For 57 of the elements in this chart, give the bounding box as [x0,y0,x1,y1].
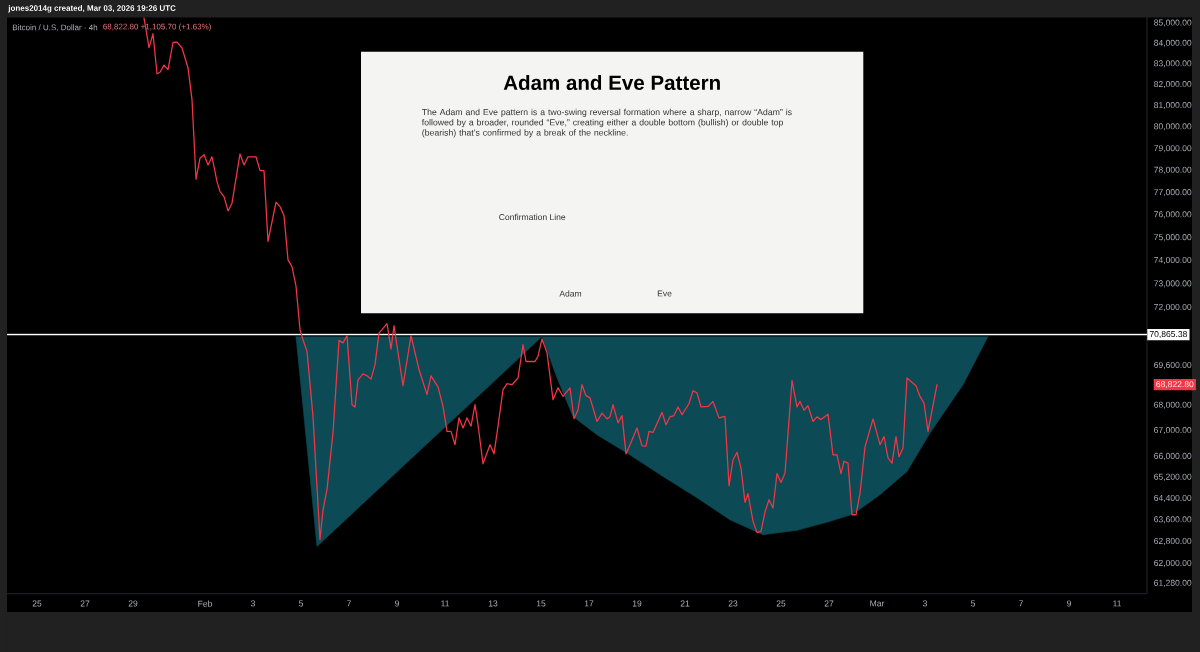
x-tick-label: 25 [32,600,42,607]
text: jones2014g created, Mar 03, 2026 19:26 UTC [8,5,176,13]
y-tick-label: 63,600.00 [1154,516,1192,524]
y-tick-label: 62,000.00 [1154,559,1192,567]
x-tick-label: 3 [922,600,927,607]
y-tick-label: 85,000.00 [1154,19,1192,27]
annotation: Adam [559,290,582,297]
ref-line-label: 70,865.38 [1149,331,1187,339]
text: Adam and Eve Pattern [503,74,720,91]
x-tick-label: 17 [584,600,594,607]
y-tick-label: 84,000.00 [1154,39,1192,47]
y-tick-label: 78,000.00 [1154,166,1192,174]
y-tick-label: 67,000.00 [1154,427,1192,435]
y-tick-label: 69,600.00 [1154,361,1192,369]
x-tick-label: 5 [298,600,304,607]
y-tick-label: 73,000.00 [1154,280,1192,288]
y-tick-label: 79,000.00 [1154,145,1192,153]
y-tick-label: 65,200.00 [1154,473,1192,481]
y-tick-label: 74,000.00 [1154,256,1192,264]
y-tick-label: 72,000.00 [1154,303,1192,311]
x-tick-label: Feb [198,600,213,607]
y-tick-label: 82,000.00 [1154,81,1192,89]
y-tick-label: 61,280.00 [1154,579,1192,587]
x-tick-label: 19 [632,600,642,607]
y-tick-label: 62,800.00 [1154,537,1192,545]
y-tick-label: 68,822.80 [1156,381,1194,389]
x-tick-label: 7 [347,600,351,607]
x-tick-label: Mar [870,600,885,607]
x-tick-label: 13 [488,600,498,607]
x-tick-label: 29 [128,600,138,607]
y-tick-label: 80,000.00 [1154,123,1192,131]
x-tick-label: 3 [250,600,256,607]
x-tick-label: 25 [776,600,786,607]
x-tick-label: 27 [824,600,834,607]
y-tick-label: 76,000.00 [1154,211,1192,219]
text: The Adam and Eve pattern is a two-swing reversal formation where a sharp, narrow “Adam” is followed by a broader, rounded “Eve,” creating either a double bottom (bullish) or double top (bearish) that’s confirmed by a break of the neckline. [421,108,792,138]
y-tick-label: 75,000.00 [1154,234,1192,242]
annotation: Confirmation Line [499,213,566,221]
x-tick-label: 27 [80,600,90,607]
x-tick-label: 9 [1067,600,1071,607]
y-tick-label: 64,400.00 [1154,494,1192,502]
text: Bitcoin / U.S. Dollar · 4h [12,24,98,31]
y-tick-label: 68,000.00 [1154,401,1192,409]
y-tick-label: 66,000.00 [1154,452,1192,460]
y-tick-label: 83,000.00 [1154,60,1192,68]
y-tick-label: 81,000.00 [1154,102,1192,110]
x-tick-label: 11 [441,600,450,607]
x-tick-label: 11 [1113,600,1122,607]
x-tick-label: 9 [395,600,399,607]
x-tick-label: 21 [680,600,690,607]
x-tick-label: 23 [728,600,738,607]
x-tick-label: 15 [536,600,546,607]
x-tick-label: 5 [970,600,976,607]
annotation: Eve [657,290,672,297]
line-series [143,17,938,541]
x-tick-label: 7 [1019,600,1023,607]
y-tick-label: 77,000.00 [1154,189,1192,197]
